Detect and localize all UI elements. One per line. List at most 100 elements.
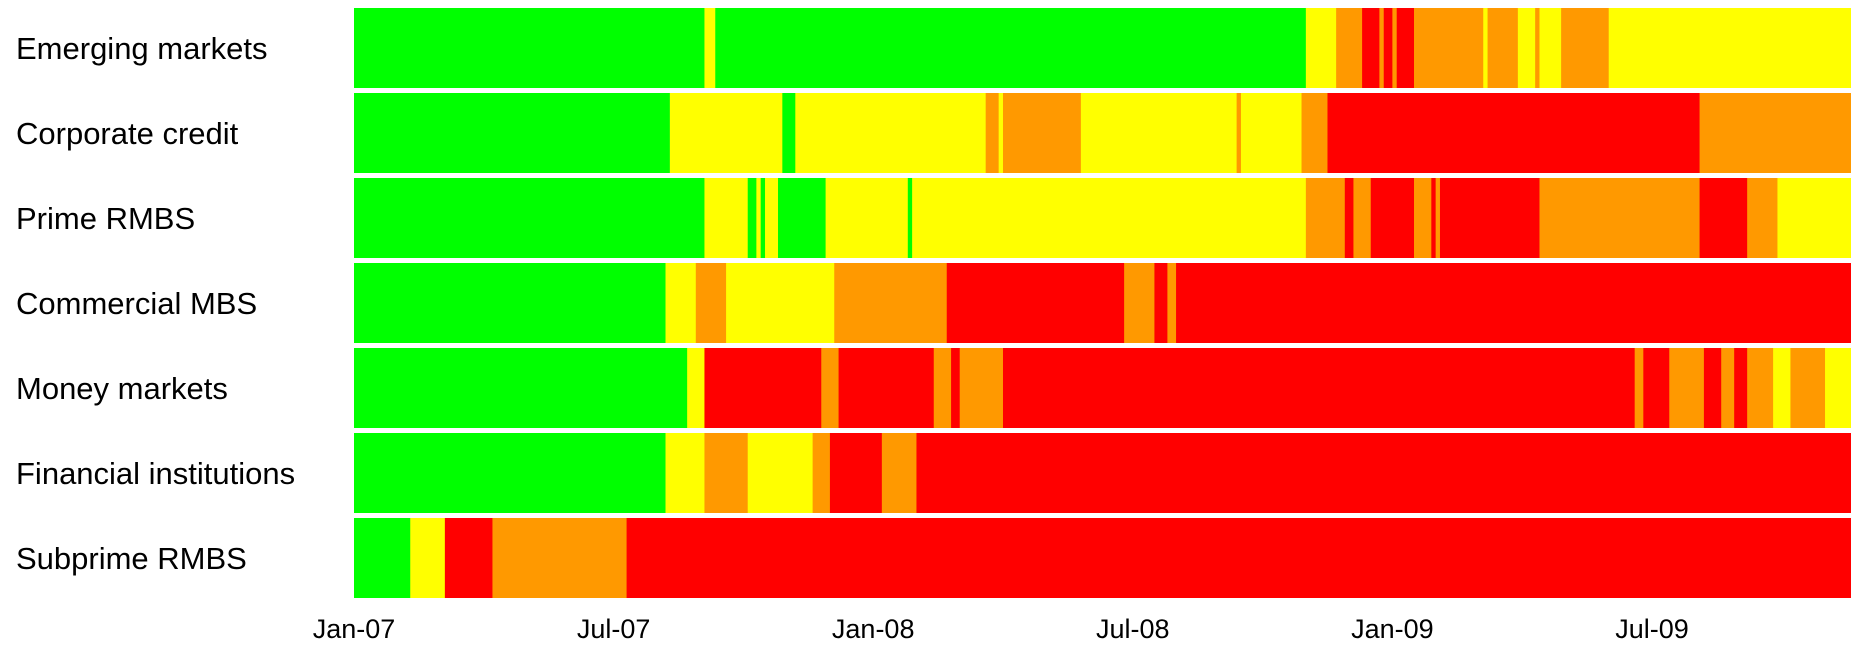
heatmap-cell-orange — [1305, 178, 1346, 258]
x-tick-label: Jan-09 — [1351, 614, 1434, 644]
heatmap-cell-yellow — [665, 263, 697, 343]
heatmap-cell-orange — [1236, 93, 1242, 173]
heatmap-cell-yellow — [1483, 8, 1488, 88]
heatmap-cell-red — [1370, 178, 1415, 258]
x-tick-label: Jul-08 — [1096, 614, 1170, 644]
heatmap-cell-yellow — [704, 8, 716, 88]
x-tick-label: Jul-09 — [1615, 614, 1689, 644]
heatmap-cell-red — [1439, 178, 1540, 258]
heatmap-cell-orange — [1414, 8, 1484, 88]
heatmap-cell-red — [704, 348, 822, 428]
heatmap-cell-green — [782, 93, 796, 173]
heatmap-cell-orange — [881, 433, 917, 513]
heatmap-cell-yellow — [687, 348, 705, 428]
heatmap-cell-green — [354, 8, 705, 88]
row-label: Prime RMBS — [16, 201, 195, 236]
heatmap-cell-yellow — [825, 178, 909, 258]
heatmap-cell-yellow — [1777, 178, 1851, 258]
heatmap-cell-red — [916, 433, 1851, 513]
heatmap-cell-red — [1734, 348, 1748, 428]
heatmap-cell-yellow — [1608, 8, 1851, 88]
heatmap-cell-red — [1362, 8, 1380, 88]
heatmap-cell-red — [838, 348, 935, 428]
heatmap-cell-yellow — [1773, 348, 1791, 428]
heatmap-cell-orange — [1747, 348, 1774, 428]
heatmap-cell-orange — [1336, 8, 1363, 88]
heatmap-cell-green — [354, 263, 666, 343]
heatmap-cell-orange — [1392, 8, 1398, 88]
heatmap-cell-yellow — [756, 178, 762, 258]
heatmap-cell-orange — [1002, 93, 1082, 173]
heatmap-cell-red — [1431, 178, 1437, 258]
heatmap-cell-green — [907, 178, 913, 258]
heatmap-cell-yellow — [669, 93, 783, 173]
heatmap-cell-orange — [704, 433, 749, 513]
heatmap-cell-yellow — [665, 433, 705, 513]
row-label: Commercial MBS — [16, 286, 257, 321]
heatmap-row: Money markets — [16, 348, 1851, 428]
heatmap-row: Financial institutions — [16, 433, 1851, 513]
heatmap-cell-red — [1643, 348, 1670, 428]
heatmap-cell-green — [354, 93, 671, 173]
heatmap-cell-red — [951, 348, 961, 428]
heatmap-cell-red — [1344, 178, 1354, 258]
row-label: Money markets — [16, 371, 228, 406]
x-tick-label: Jan-07 — [313, 614, 396, 644]
heatmap-cell-orange — [959, 348, 1004, 428]
heatmap-cell-green — [354, 433, 666, 513]
heatmap-cell-green — [778, 178, 826, 258]
heatmap-cell-red — [1154, 263, 1168, 343]
heatmap-cell-orange — [821, 348, 839, 428]
heatmap-cell-orange — [1669, 348, 1705, 428]
heatmap-cell-red — [1396, 8, 1415, 88]
heatmap-cell-yellow — [765, 178, 779, 258]
heatmap-cell-orange — [1435, 178, 1441, 258]
heatmap-cell-red — [1703, 348, 1722, 428]
heatmap-cell-green — [354, 178, 705, 258]
heatmap-cell-orange — [1699, 93, 1851, 173]
heatmap-cell-green — [354, 518, 411, 598]
heatmap-cell-green — [760, 178, 766, 258]
row-label: Corporate credit — [16, 116, 239, 151]
heatmap-cell-red — [444, 518, 493, 598]
heatmap-row: Commercial MBS — [16, 263, 1851, 343]
heatmap-cell-orange — [695, 263, 727, 343]
heatmap-cell-red — [829, 433, 883, 513]
heatmap-cell-orange — [812, 433, 831, 513]
heatmap-row: Prime RMBS — [16, 178, 1851, 258]
heatmap-cell-orange — [1301, 93, 1328, 173]
heatmap-cell-orange — [1539, 178, 1700, 258]
heatmap-cell-orange — [1124, 263, 1155, 343]
heatmap-cell-red — [1176, 263, 1851, 343]
heatmap-cell-orange — [1790, 348, 1826, 428]
heatmap-cell-red — [1383, 8, 1393, 88]
heatmap-cell-yellow — [747, 433, 814, 513]
heatmap-cell-yellow — [1305, 8, 1337, 88]
heatmap-cell-orange — [834, 263, 948, 343]
heatmap-cell-red — [946, 263, 1125, 343]
heatmap-cell-yellow — [1517, 8, 1536, 88]
heatmap-cell-yellow — [1080, 93, 1238, 173]
row-label: Emerging markets — [16, 31, 268, 66]
heatmap-cell-orange — [933, 348, 952, 428]
heatmap-cell-orange — [1353, 178, 1372, 258]
heatmap-cell-orange — [1535, 8, 1540, 88]
heatmap-row: Emerging markets — [16, 8, 1851, 88]
heatmap-row: Subprime RMBS — [16, 518, 1851, 598]
heatmap-cell-orange — [1747, 178, 1778, 258]
heatmap-cell-yellow — [410, 518, 446, 598]
heatmap-cell-yellow — [998, 93, 1004, 173]
heatmap-cell-green — [715, 8, 1307, 88]
heatmap-cell-orange — [1379, 8, 1385, 88]
heatmap-cell-orange — [1414, 178, 1432, 258]
heatmap-cell-orange — [492, 518, 627, 598]
heatmap-cell-red — [1699, 178, 1748, 258]
row-label: Subprime RMBS — [16, 541, 247, 576]
heatmap-cell-orange — [1721, 348, 1735, 428]
heatmap-cell-red — [626, 518, 1851, 598]
heatmap-cell-orange — [1167, 263, 1177, 343]
heatmap-cell-yellow — [1825, 348, 1851, 428]
heatmap-cell-orange — [1487, 8, 1519, 88]
heatmap-cell-red — [1327, 93, 1700, 173]
heatmap-cell-orange — [1561, 8, 1610, 88]
